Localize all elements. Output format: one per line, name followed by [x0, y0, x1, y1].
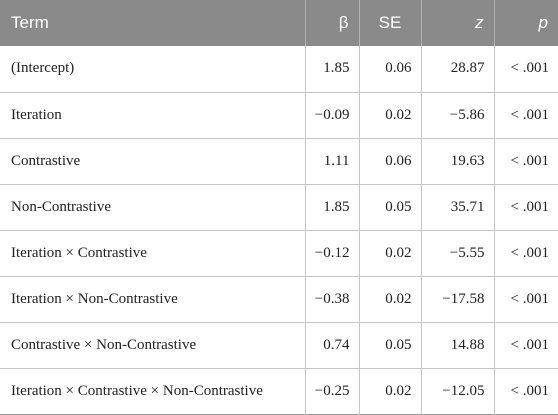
table-row: Iteration −0.09 0.02 −5.86 < .001	[0, 91, 558, 138]
cell-beta: 1.85	[304, 46, 359, 92]
cell-beta: 0.74	[304, 321, 359, 368]
cell-term: Iteration × Non-Contrastive	[0, 275, 305, 322]
cell-p: < .001	[493, 137, 558, 184]
cell-beta: 1.85	[304, 183, 359, 230]
cell-term: Iteration × Contrastive × Non-Contrastiv…	[0, 367, 305, 414]
header-p: p	[493, 0, 558, 46]
cell-beta: −0.09	[304, 91, 359, 138]
cell-beta: 1.11	[304, 137, 359, 184]
cell-beta: −0.12	[304, 229, 359, 276]
header-beta: β	[304, 0, 359, 46]
header-se: SE	[358, 0, 421, 46]
header-z: z	[420, 0, 494, 46]
table-row: Iteration × Contrastive × Non-Contrastiv…	[0, 367, 558, 414]
cell-se: 0.02	[358, 91, 421, 138]
cell-z: 28.87	[420, 46, 494, 92]
table-header: Term β SE z p	[0, 0, 558, 46]
cell-term: Contrastive × Non-Contrastive	[0, 321, 305, 368]
cell-term: Contrastive	[0, 137, 305, 184]
table-row: Iteration × Non-Contrastive −0.38 0.02 −17.…	[0, 275, 558, 322]
cell-z: −5.55	[420, 229, 494, 276]
cell-beta: −0.38	[304, 275, 359, 322]
cell-se: 0.06	[358, 46, 421, 92]
cell-p: < .001	[493, 46, 558, 92]
cell-z: −17.58	[420, 275, 494, 322]
cell-z: 14.88	[420, 321, 494, 368]
cell-z: −5.86	[420, 91, 494, 138]
cell-p: < .001	[493, 367, 558, 414]
cell-p: < .001	[493, 91, 558, 138]
cell-p: < .001	[493, 229, 558, 276]
cell-z: −12.05	[420, 367, 494, 414]
table-body: (Intercept) 1.85 0.06 28.87 < .001 Iteration −…	[0, 46, 558, 414]
cell-term: (Intercept)	[11, 60, 75, 77]
header-term: Term	[0, 0, 305, 46]
cell-term: Iteration × Contrastive	[0, 229, 305, 276]
cell-se: 0.06	[358, 137, 421, 184]
table-row: Iteration × Contrastive −0.12 0.02 −5.55 < .…	[0, 229, 558, 276]
cell-se: 0.02	[358, 229, 421, 276]
cell-term: Iteration	[0, 91, 305, 138]
cell-term: Non-Contrastive	[0, 183, 305, 230]
cell-se: 0.05	[358, 321, 421, 368]
table-row: Contrastive × Non-Contrastive 0.74 0.05 14.…	[0, 321, 558, 368]
cell-se: 0.05	[358, 183, 421, 230]
cell-se: 0.02	[358, 367, 421, 414]
cell-z: 19.63	[420, 137, 494, 184]
header-row: Term β SE z p	[0, 0, 558, 46]
table-row: (Intercept) 1.85 0.06 28.87 < .001	[0, 46, 558, 92]
cell-z: 35.71	[420, 183, 494, 230]
cell-p: < .001	[493, 183, 558, 230]
cell-p: < .001	[493, 275, 558, 322]
cell-p: < .001	[493, 321, 558, 368]
cell-se: 0.02	[358, 275, 421, 322]
table-row: Contrastive 1.11 0.06 19.63 < .001	[0, 137, 558, 184]
cell-beta: −0.25	[304, 367, 359, 414]
table-row: Non-Contrastive 1.85 0.05 35.71 < .001	[0, 183, 558, 230]
